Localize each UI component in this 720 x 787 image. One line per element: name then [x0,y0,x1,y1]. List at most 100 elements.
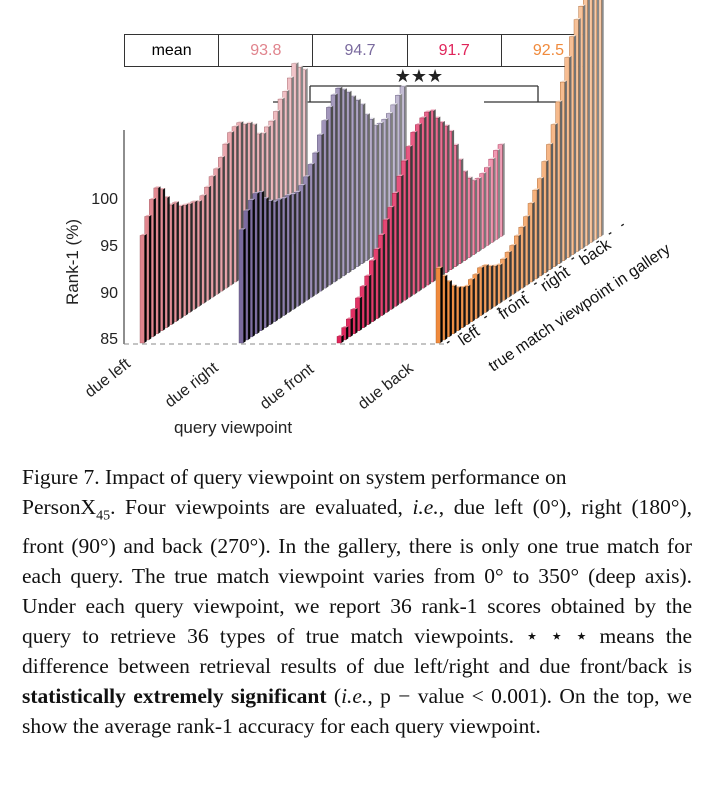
caption-part-b2: , p − value < 0.001). On the top, we sho… [22,684,692,739]
bar-side [527,215,531,286]
bar-top [355,296,363,299]
caption-part-a2: . Four viewpoints are evaluated, [110,495,403,519]
caption-lead: Figure 7. Impact of query viewpoint on s… [22,465,567,489]
bar-side [569,55,572,258]
bar-top [153,186,161,188]
bar-side [257,192,260,334]
bar-side [252,198,255,337]
bar-top [326,105,334,108]
x-label-due-right: due right [162,359,222,411]
bars-group [139,0,604,344]
bar-side [372,117,375,258]
bar-top [350,307,358,310]
bar-top [468,277,475,280]
bar-top [172,201,179,203]
bar-top [528,201,535,204]
bar-top [243,209,251,211]
bar-top [264,125,271,127]
bar-top [509,243,517,246]
bar-top [248,198,255,201]
x-label-due-front: due front [257,361,318,414]
bar-top [140,233,147,236]
series-due-back [435,0,604,344]
bar-top [514,234,521,236]
bar-side [458,286,462,331]
bar-side [493,157,496,243]
y-axis-label: Rank-1 (%) [63,219,82,305]
bar-side [444,274,448,340]
bar-side [359,296,363,331]
bar-side [316,151,320,295]
bar-top [294,190,301,193]
bar-side [353,95,357,270]
bar-top [204,185,212,188]
bar-top [436,266,443,269]
bar-side [293,192,297,310]
bar-side [153,197,156,337]
bar-side [454,284,457,334]
bar-top [574,18,581,20]
bar-side [513,243,517,295]
bar-side [500,263,503,304]
bar-top [252,192,260,194]
bar-side [440,266,443,343]
bar-side [587,0,590,246]
bar-top [190,200,198,202]
bar-top [227,131,235,133]
bar-side [596,0,600,240]
bar-side [367,113,370,261]
mean-value-due-front: 91.7 [406,35,501,66]
bar-side [326,119,329,289]
bar-side [541,177,544,276]
bar-top [396,174,404,177]
bar-side [222,155,225,292]
bar-side [463,285,466,328]
bar-side [217,167,221,295]
bar-side [275,200,278,322]
bar-top [213,167,221,169]
bar-top [341,326,349,328]
bar [139,235,145,344]
bar [238,229,244,344]
mean-table: mean 93.8 94.7 91.7 92.5 [124,34,596,67]
bar-side [213,175,216,298]
bar-side [284,197,288,316]
caption-personx-sub: 45 [96,508,111,524]
bar-top [278,97,285,100]
bar-side [437,116,441,279]
bar-side [497,148,501,240]
bar-side [467,284,471,325]
bar-top [337,334,344,337]
bar-side [582,4,586,249]
bar-side [396,191,399,307]
bar-side [433,109,436,282]
bar-side [382,233,386,316]
bar [435,268,441,344]
bar-side [401,174,404,304]
bar-side [231,131,235,286]
bar-side [350,317,353,337]
bar-side [345,326,349,340]
bar-side [592,0,595,243]
bar-side [387,218,390,313]
bar [341,327,347,341]
bar-side [208,185,212,301]
bar-top [518,225,526,228]
bar-top [392,191,399,194]
x-axis-label: query viewpoint [174,418,292,437]
bar-side [362,103,366,264]
figure-caption: Figure 7. Impact of query viewpoint on s… [22,462,692,741]
bar-side [376,123,380,255]
bar-side [447,124,450,273]
mean-label: mean [151,41,192,59]
bar-top [475,176,482,179]
bar-top [555,100,563,102]
bar-top [335,86,343,89]
bar-top [401,159,409,161]
bar-side [373,259,376,322]
bar-top [360,285,367,287]
bar-side [270,199,274,325]
bar-side [243,228,246,343]
bar-top [364,274,372,277]
bar-top [232,125,239,127]
